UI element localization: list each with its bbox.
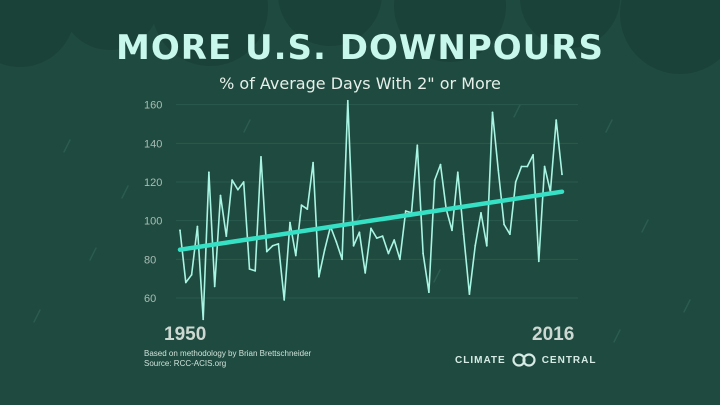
data-point bbox=[381, 235, 384, 238]
data-point bbox=[520, 165, 523, 168]
data-point bbox=[283, 299, 286, 301]
data-point bbox=[289, 221, 291, 224]
data-series bbox=[177, 99, 565, 321]
data-point bbox=[248, 268, 251, 270]
y-tick-label-80: 80 bbox=[144, 254, 156, 266]
chart-title: MORE U.S. DOWNPOURS bbox=[116, 28, 604, 68]
data-point bbox=[202, 318, 205, 321]
data-point bbox=[503, 223, 505, 226]
chart-subtitle: % of Average Days With 2" or More bbox=[219, 74, 501, 93]
data-point bbox=[358, 231, 361, 234]
data-point bbox=[526, 165, 529, 168]
y-tick-label-60: 60 bbox=[144, 293, 156, 305]
y-tick-label-160: 160 bbox=[144, 100, 162, 112]
data-point bbox=[375, 237, 378, 240]
logo-rings-icon bbox=[512, 353, 536, 367]
data-point bbox=[451, 229, 453, 232]
logo-text-right: CENTRAL bbox=[541, 354, 597, 366]
data-point bbox=[370, 227, 372, 230]
credits: Based on methodology by Brian Brettschne… bbox=[144, 349, 311, 369]
data-point bbox=[346, 99, 349, 102]
y-tick-label-120: 120 bbox=[144, 177, 162, 189]
data-point bbox=[439, 163, 442, 166]
source-credit: Source: RCC-ACIS.org bbox=[144, 359, 227, 368]
data-point bbox=[312, 161, 314, 164]
data-point bbox=[254, 270, 257, 272]
data-point bbox=[219, 194, 222, 197]
data-point bbox=[179, 229, 181, 232]
data-point bbox=[543, 165, 546, 168]
trend-line bbox=[177, 189, 565, 252]
climate-central-logo: CLIMATE CENTRAL bbox=[455, 353, 596, 367]
methodology-credit: Based on methodology by Brian Brettschne… bbox=[144, 349, 312, 358]
x-label-end: 2016 bbox=[532, 324, 574, 345]
data-point bbox=[509, 233, 511, 236]
data-point bbox=[237, 188, 239, 191]
data-point bbox=[260, 156, 262, 158]
y-tick-label-100: 100 bbox=[144, 216, 162, 228]
data-point bbox=[341, 258, 343, 261]
data-point bbox=[491, 111, 494, 114]
y-axis-tick-labels: 60 80 100 120 140 160 bbox=[144, 100, 162, 305]
data-point bbox=[468, 293, 471, 295]
logo-text-left: CLIMATE bbox=[455, 354, 506, 366]
data-point bbox=[184, 281, 187, 284]
x-label-start: 1950 bbox=[164, 324, 206, 345]
data-point bbox=[213, 285, 216, 288]
data-point bbox=[456, 171, 459, 174]
data-point bbox=[555, 119, 558, 121]
data-point bbox=[428, 291, 430, 294]
data-point bbox=[537, 260, 540, 263]
data-point bbox=[393, 239, 396, 241]
data-point bbox=[300, 204, 303, 207]
data-point bbox=[306, 208, 309, 211]
data-point bbox=[265, 250, 268, 253]
data-point bbox=[474, 244, 477, 247]
data-point bbox=[485, 244, 488, 247]
data-point bbox=[514, 181, 517, 183]
data-point bbox=[480, 212, 482, 214]
data-point bbox=[462, 233, 465, 236]
data-point bbox=[225, 235, 228, 238]
data-point bbox=[497, 169, 500, 172]
data-point bbox=[433, 179, 436, 182]
data-point bbox=[271, 244, 274, 247]
data-point bbox=[196, 225, 199, 228]
grid bbox=[176, 104, 578, 299]
data-point bbox=[294, 254, 297, 257]
data-point bbox=[532, 154, 534, 156]
data-point bbox=[208, 171, 210, 174]
data-point bbox=[422, 252, 424, 255]
x-axis-labels: 1950 2016 bbox=[164, 324, 574, 345]
data-point bbox=[404, 210, 407, 212]
y-tick-label-140: 140 bbox=[144, 138, 162, 150]
data-point bbox=[231, 179, 234, 182]
data-point bbox=[399, 258, 401, 261]
data-point bbox=[277, 243, 280, 245]
data-point bbox=[318, 275, 320, 278]
data-point bbox=[323, 248, 326, 251]
series-line bbox=[179, 100, 563, 321]
data-point bbox=[352, 244, 355, 247]
data-point bbox=[364, 272, 367, 274]
data-point bbox=[387, 252, 390, 255]
data-point bbox=[416, 144, 419, 147]
data-point bbox=[335, 241, 338, 243]
data-point bbox=[561, 173, 563, 176]
data-point bbox=[190, 273, 193, 276]
data-point bbox=[242, 181, 245, 183]
